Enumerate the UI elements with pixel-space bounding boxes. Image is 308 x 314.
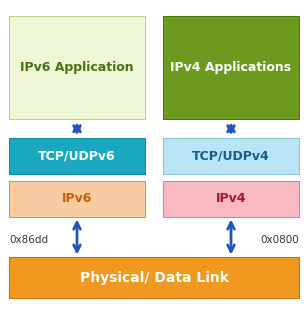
FancyBboxPatch shape — [9, 138, 145, 174]
Text: 0x86dd: 0x86dd — [9, 235, 48, 245]
Text: 0x0800: 0x0800 — [260, 235, 299, 245]
FancyBboxPatch shape — [163, 16, 299, 119]
Text: IPv6: IPv6 — [62, 192, 92, 205]
Text: IPv4 Applications: IPv4 Applications — [170, 61, 292, 74]
FancyBboxPatch shape — [163, 138, 299, 174]
Text: IPv6 Application: IPv6 Application — [20, 61, 134, 74]
Text: IPv4: IPv4 — [216, 192, 246, 205]
FancyBboxPatch shape — [9, 257, 299, 298]
FancyBboxPatch shape — [9, 181, 145, 217]
FancyBboxPatch shape — [163, 181, 299, 217]
FancyBboxPatch shape — [9, 16, 145, 119]
Text: TCP/UDPv4: TCP/UDPv4 — [192, 150, 270, 163]
Text: TCP/UDPv6: TCP/UDPv6 — [38, 150, 116, 163]
Text: Physical/ Data Link: Physical/ Data Link — [79, 271, 229, 285]
